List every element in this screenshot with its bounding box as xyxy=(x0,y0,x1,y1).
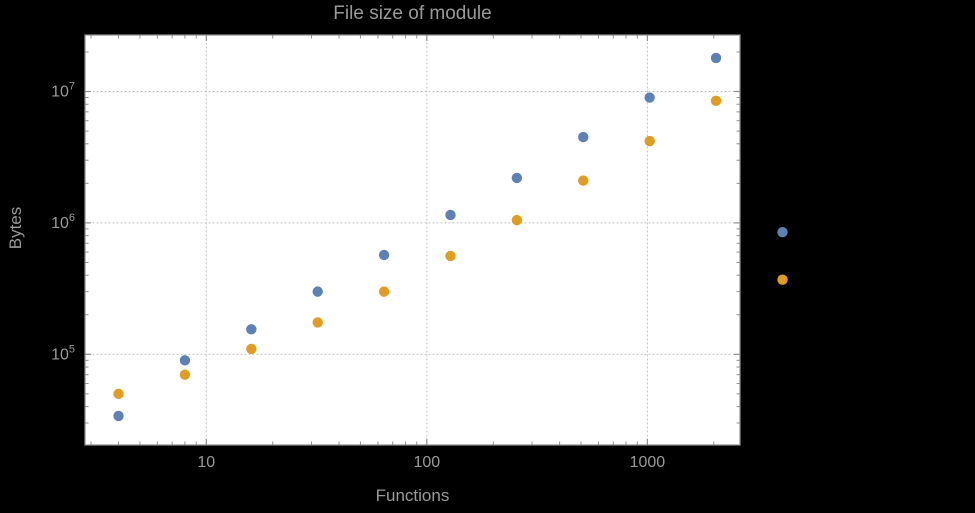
y-axis-label: Bytes xyxy=(6,206,25,250)
scatter-point-orange xyxy=(312,317,323,328)
scatter-point-blue xyxy=(113,410,124,422)
scatter-point-blue xyxy=(578,131,589,143)
scatter-point-orange xyxy=(578,175,589,186)
scatter-point-blue xyxy=(445,209,456,221)
scatter-point-orange xyxy=(246,343,257,355)
scatter-point-orange xyxy=(710,95,722,106)
scatter-point-blue xyxy=(710,52,722,64)
plot-area xyxy=(85,35,740,445)
scatter-point-blue xyxy=(179,355,191,366)
plot-frame xyxy=(84,34,741,446)
y-tick-label: 105 xyxy=(51,343,75,363)
y-tick-label: 107 xyxy=(51,81,75,101)
scatter-point-orange xyxy=(445,250,456,262)
scatter-point-orange xyxy=(777,274,788,285)
scatter-point-blue xyxy=(644,92,655,103)
scatter-point-orange xyxy=(511,214,523,226)
scatter-point-orange xyxy=(179,369,191,380)
scatter-point-orange xyxy=(378,286,390,297)
x-tick-label: 10 xyxy=(197,454,215,471)
x-tick-label: 1000 xyxy=(630,454,666,471)
y-tick-label: 106 xyxy=(51,212,75,232)
scatter-point-orange xyxy=(113,388,124,400)
scatter-point-orange xyxy=(644,135,655,147)
scatter-point-blue xyxy=(312,286,323,297)
scatter-point-blue xyxy=(777,226,788,238)
x-axis-label: Functions xyxy=(375,486,450,505)
scatter-point-blue xyxy=(511,172,523,184)
chart-title: File size of module xyxy=(333,3,492,24)
scatter-point-blue xyxy=(378,249,390,261)
x-tick-label: 100 xyxy=(413,454,440,471)
scatter-point-blue xyxy=(246,324,257,335)
